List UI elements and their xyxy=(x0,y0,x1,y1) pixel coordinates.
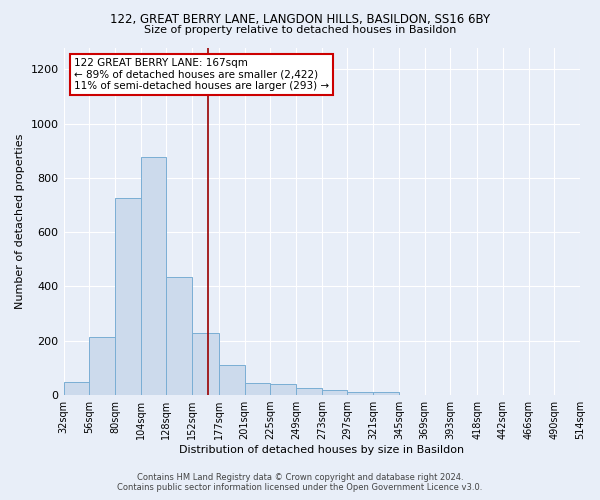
Bar xyxy=(296,388,322,395)
Bar xyxy=(322,390,347,395)
Bar xyxy=(245,383,271,395)
Bar xyxy=(271,384,296,395)
Bar xyxy=(140,158,166,395)
Bar xyxy=(347,392,373,395)
Bar xyxy=(89,336,115,395)
Bar xyxy=(166,277,192,395)
Bar xyxy=(219,365,245,395)
Bar xyxy=(373,392,399,395)
Text: Size of property relative to detached houses in Basildon: Size of property relative to detached ho… xyxy=(144,25,456,35)
Bar xyxy=(192,332,219,395)
Text: 122 GREAT BERRY LANE: 167sqm
← 89% of detached houses are smaller (2,422)
11% of: 122 GREAT BERRY LANE: 167sqm ← 89% of de… xyxy=(74,58,329,91)
X-axis label: Distribution of detached houses by size in Basildon: Distribution of detached houses by size … xyxy=(179,445,464,455)
Bar xyxy=(64,382,89,395)
Text: Contains HM Land Registry data © Crown copyright and database right 2024.
Contai: Contains HM Land Registry data © Crown c… xyxy=(118,473,482,492)
Bar xyxy=(115,198,140,395)
Text: 122, GREAT BERRY LANE, LANGDON HILLS, BASILDON, SS16 6BY: 122, GREAT BERRY LANE, LANGDON HILLS, BA… xyxy=(110,12,490,26)
Y-axis label: Number of detached properties: Number of detached properties xyxy=(15,134,25,309)
